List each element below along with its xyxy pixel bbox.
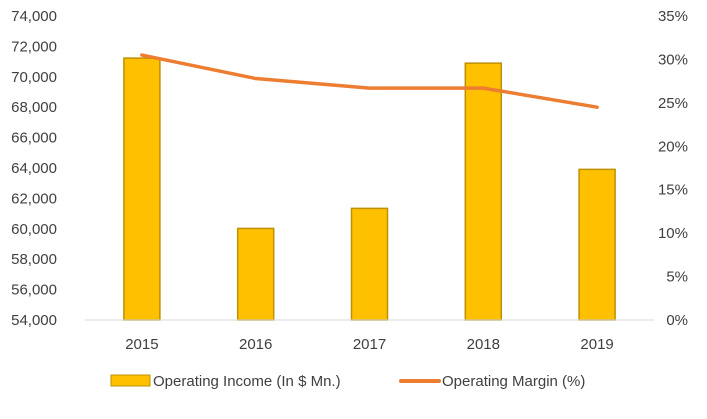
bar-2019: [579, 169, 615, 320]
right-tick-label: 20%: [658, 138, 688, 155]
legend-bar-label: Operating Income (In $ Mn.): [153, 373, 341, 390]
left-tick-label: 66,000: [11, 130, 57, 147]
left-tick-label: 68,000: [11, 99, 57, 116]
x-tick-label-2015: 2015: [125, 336, 158, 353]
x-tick-label-2016: 2016: [239, 336, 272, 353]
operating-margin-line: [142, 55, 597, 107]
bar-2017: [352, 208, 388, 320]
left-tick-label: 54,000: [11, 312, 57, 329]
right-tick-label: 35%: [658, 8, 688, 25]
right-tick-label: 15%: [658, 182, 688, 199]
bar-2016: [238, 228, 274, 320]
left-tick-label: 74,000: [11, 8, 57, 25]
right-tick-label: 10%: [658, 225, 688, 242]
x-tick-label-2018: 2018: [467, 336, 500, 353]
left-tick-label: 58,000: [11, 251, 57, 268]
left-tick-label: 72,000: [11, 38, 57, 55]
line-layer: [142, 55, 597, 107]
left-axis-ticks: 54,000 56,000 58,000 60,000 62,000 64,000 66,0…: [11, 8, 57, 329]
legend-line-label: Operating Margin (%): [442, 373, 585, 390]
legend-bar-swatch: [111, 375, 150, 386]
x-tick-label-2017: 2017: [353, 336, 386, 353]
right-axis-ticks: 0% 5% 10% 15% 20% 25% 30% 35%: [658, 8, 688, 329]
left-tick-label: 64,000: [11, 160, 57, 177]
bar-2015: [124, 58, 160, 320]
x-axis-ticks: 2015 2016 2017 2018 2019: [125, 336, 614, 353]
left-tick-label: 62,000: [11, 190, 57, 207]
right-tick-label: 0%: [666, 312, 688, 329]
legend: Operating Income (In $ Mn.) Operating Ma…: [111, 373, 585, 390]
left-tick-label: 70,000: [11, 69, 57, 86]
right-tick-label: 30%: [658, 51, 688, 68]
x-tick-label-2019: 2019: [580, 336, 613, 353]
right-tick-label: 5%: [666, 269, 688, 286]
right-tick-label: 25%: [658, 95, 688, 112]
left-tick-label: 60,000: [11, 221, 57, 238]
bar-2018: [465, 63, 501, 320]
left-tick-label: 56,000: [11, 282, 57, 299]
